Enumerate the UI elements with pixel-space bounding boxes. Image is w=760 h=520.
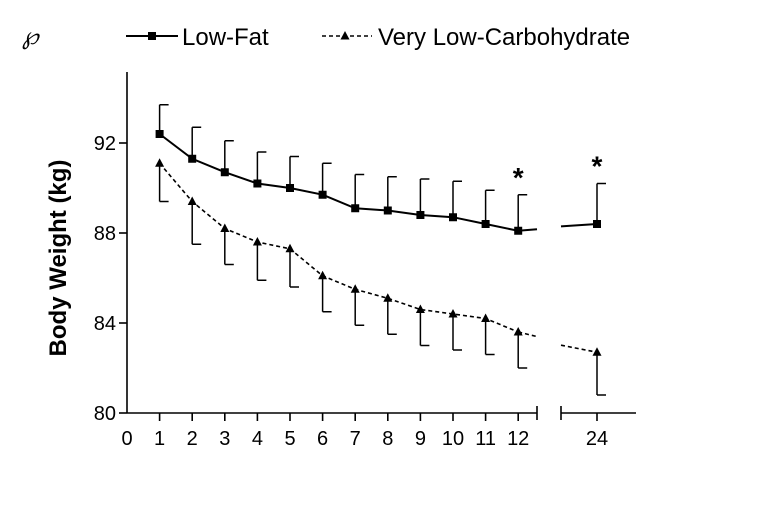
data-point-square — [593, 220, 601, 228]
series-line-very-low-carbohydrate — [158, 162, 519, 333]
data-point-triangle — [383, 293, 393, 302]
data-point-square — [188, 154, 197, 163]
x-tick-label: 5 — [284, 428, 295, 450]
series-break-connector — [518, 331, 538, 338]
y-tick-label: 92 — [94, 133, 116, 155]
data-point-square — [351, 204, 360, 213]
data-point-square — [318, 190, 327, 199]
x-tick-label: 2 — [187, 428, 198, 450]
data-point-triangle — [513, 327, 523, 336]
data-point-triangle — [187, 196, 197, 205]
data-point-triangle — [220, 223, 230, 232]
series-break-connector — [560, 223, 598, 228]
x-tick-label: 7 — [350, 428, 361, 450]
data-point-square — [514, 226, 523, 235]
x-tick-label: 6 — [317, 428, 328, 450]
data-point-triangle — [415, 304, 425, 313]
series-break-connector — [560, 344, 598, 354]
data-point-square — [481, 220, 490, 228]
significance-star: * — [592, 151, 603, 182]
data-point-square — [449, 213, 457, 222]
legend-marker-triangle — [340, 31, 350, 40]
data-point-triangle — [481, 313, 491, 322]
x-tick-label: 9 — [415, 428, 426, 450]
data-point-square — [220, 168, 229, 177]
x-tick-label: 8 — [382, 428, 393, 450]
data-point-square — [383, 206, 392, 215]
y-tick-label: 80 — [94, 403, 116, 425]
x-tick-label: 3 — [219, 428, 230, 450]
data-point-triangle — [592, 347, 602, 356]
series-line-low-fat — [158, 133, 519, 232]
x-tick-label: 1 — [154, 428, 165, 450]
legend-label-very-low-carbohydrate: Very Low-Carbohydrate — [378, 24, 630, 51]
significance-star: * — [513, 162, 524, 193]
x-tick-label: 4 — [252, 428, 263, 450]
x-tick-label: 10 — [442, 428, 464, 450]
y-tick-label: 88 — [94, 223, 116, 245]
data-point-square — [155, 130, 164, 138]
x-tick-label: 11 — [475, 428, 496, 450]
data-point-triangle — [155, 158, 165, 167]
data-point-square — [253, 179, 262, 188]
y-axis-label: Body Weight (kg) — [45, 160, 72, 357]
legend: Low-Fat Very Low-Carbohydrate — [126, 24, 630, 51]
x-tick-label: 0 — [121, 428, 132, 450]
x-tick-label: 12 — [507, 428, 529, 450]
data-point-square — [286, 184, 294, 192]
data-point-triangle — [285, 243, 295, 253]
legend-marker-square — [148, 32, 156, 40]
data-point-triangle — [252, 237, 262, 246]
data-point-square — [416, 211, 425, 219]
legend-label-low-fat: Low-Fat — [182, 24, 269, 51]
data-point-triangle — [448, 309, 458, 318]
pinterest-icon[interactable]: ℘ — [22, 22, 39, 50]
y-tick-label: 84 — [94, 313, 116, 335]
plot-area: * * — [155, 104, 606, 396]
data-point-triangle — [318, 270, 328, 280]
data-point-triangle — [350, 284, 360, 293]
x-tick-label: 24 — [586, 428, 608, 450]
